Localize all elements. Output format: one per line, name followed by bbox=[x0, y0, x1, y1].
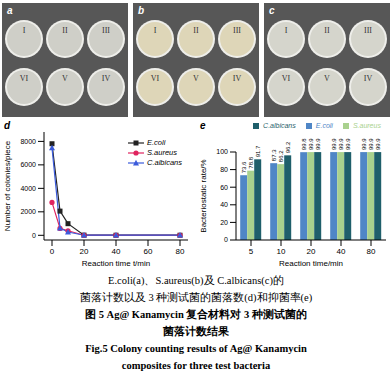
svg-text:20: 20 bbox=[307, 247, 316, 256]
svg-text:Reaction time t/min: Reaction time t/min bbox=[82, 259, 150, 268]
svg-text:VI: VI bbox=[281, 74, 290, 83]
svg-text:99.9: 99.9 bbox=[331, 138, 337, 150]
svg-text:99.9: 99.9 bbox=[375, 138, 381, 150]
html-text:e: e bbox=[200, 120, 206, 131]
svg-text:IV: IV bbox=[233, 74, 242, 83]
svg-text:Bacteriostatic rate/%: Bacteriostatic rate/% bbox=[199, 159, 208, 232]
svg-text:40: 40 bbox=[112, 247, 121, 256]
svg-text:40: 40 bbox=[220, 201, 228, 208]
html-text:E.coli: E.coli bbox=[147, 138, 166, 147]
html-text:d: d bbox=[4, 120, 11, 131]
svg-text:80: 80 bbox=[176, 247, 185, 256]
svg-text:60: 60 bbox=[220, 184, 228, 191]
svg-text:99.9: 99.9 bbox=[315, 138, 321, 150]
svg-text:99.9: 99.9 bbox=[345, 138, 351, 150]
svg-text:VI: VI bbox=[20, 74, 29, 83]
html-text:S.aureus: S.aureus bbox=[147, 148, 177, 157]
html-text:C.albicans: C.albicans bbox=[263, 122, 296, 129]
svg-text:II: II bbox=[324, 26, 330, 35]
svg-text:2000: 2000 bbox=[20, 208, 36, 215]
svg-text:III: III bbox=[233, 26, 241, 35]
html-text:Fig.5 Colony counting results: Fig.5 Colony counting results of Ag@ Kan… bbox=[85, 343, 307, 354]
svg-text:86.2: 86.2 bbox=[278, 150, 284, 162]
svg-text:III: III bbox=[364, 26, 372, 35]
html-text:图 5 Ag@ Kanamycin 复合材料对 3 种测试菌: 图 5 Ag@ Kanamycin 复合材料对 3 种测试菌的 bbox=[85, 309, 307, 320]
svg-text:VI: VI bbox=[151, 74, 160, 83]
svg-text:91.7: 91.7 bbox=[255, 145, 261, 157]
svg-text:96.2: 96.2 bbox=[285, 141, 291, 153]
svg-text:Reaction time/min: Reaction time/min bbox=[279, 259, 343, 268]
svg-text:20: 20 bbox=[220, 219, 228, 226]
svg-text:III: III bbox=[102, 26, 110, 35]
html-text:C.albicans: C.albicans bbox=[147, 158, 182, 167]
svg-text:99.9: 99.9 bbox=[338, 138, 344, 150]
svg-text:5: 5 bbox=[249, 247, 254, 256]
svg-text:99.9: 99.9 bbox=[308, 138, 314, 150]
svg-text:I: I bbox=[23, 26, 26, 35]
svg-text:0: 0 bbox=[50, 247, 55, 256]
html-text:E.coli: E.coli bbox=[315, 122, 333, 129]
svg-text:80: 80 bbox=[220, 166, 228, 173]
svg-text:6000: 6000 bbox=[20, 161, 36, 168]
svg-text:I: I bbox=[284, 26, 287, 35]
svg-text:73.6: 73.6 bbox=[241, 161, 247, 173]
svg-text:V: V bbox=[62, 74, 68, 83]
svg-text:80: 80 bbox=[367, 247, 376, 256]
svg-text:0: 0 bbox=[32, 232, 36, 239]
svg-text:87.3: 87.3 bbox=[271, 149, 277, 161]
svg-text:c: c bbox=[269, 5, 275, 16]
svg-text:V: V bbox=[193, 74, 199, 83]
svg-text:99.9: 99.9 bbox=[368, 138, 374, 150]
svg-text:78.8: 78.8 bbox=[248, 156, 254, 168]
svg-text:99.8: 99.8 bbox=[301, 138, 307, 150]
html-text:composites for three test bact: composites for three test bacteria bbox=[121, 360, 271, 371]
svg-text:0: 0 bbox=[224, 236, 228, 243]
svg-text:b: b bbox=[138, 5, 144, 16]
svg-text:a: a bbox=[7, 5, 13, 16]
svg-text:Number of colonies/piece: Number of colonies/piece bbox=[3, 140, 12, 231]
svg-text:8000: 8000 bbox=[20, 138, 36, 145]
svg-text:II: II bbox=[193, 26, 199, 35]
html-text:E.coli(a)、S.aureus(b)及 C.albic: E.coli(a)、S.aureus(b)及 C.albicans(c)的 bbox=[108, 275, 284, 286]
svg-text:20: 20 bbox=[80, 247, 89, 256]
html-text:菌落计数结果: 菌落计数结果 bbox=[163, 326, 229, 337]
svg-text:II: II bbox=[63, 26, 69, 35]
html-text:S.aureus: S.aureus bbox=[352, 122, 381, 129]
svg-text:99.9: 99.9 bbox=[361, 138, 367, 150]
svg-text:I: I bbox=[154, 26, 157, 35]
svg-text:100: 100 bbox=[216, 148, 228, 155]
svg-text:IV: IV bbox=[102, 74, 111, 83]
html-text:菌落计数以及 3 种测试菌的菌落数(d)和抑菌率(e): 菌落计数以及 3 种测试菌的菌落数(d)和抑菌率(e) bbox=[79, 292, 313, 303]
svg-text:4000: 4000 bbox=[20, 185, 36, 192]
svg-text:IV: IV bbox=[363, 74, 372, 83]
svg-text:V: V bbox=[324, 74, 330, 83]
svg-text:60: 60 bbox=[144, 247, 153, 256]
svg-text:10: 10 bbox=[277, 247, 286, 256]
svg-text:40: 40 bbox=[337, 247, 346, 256]
